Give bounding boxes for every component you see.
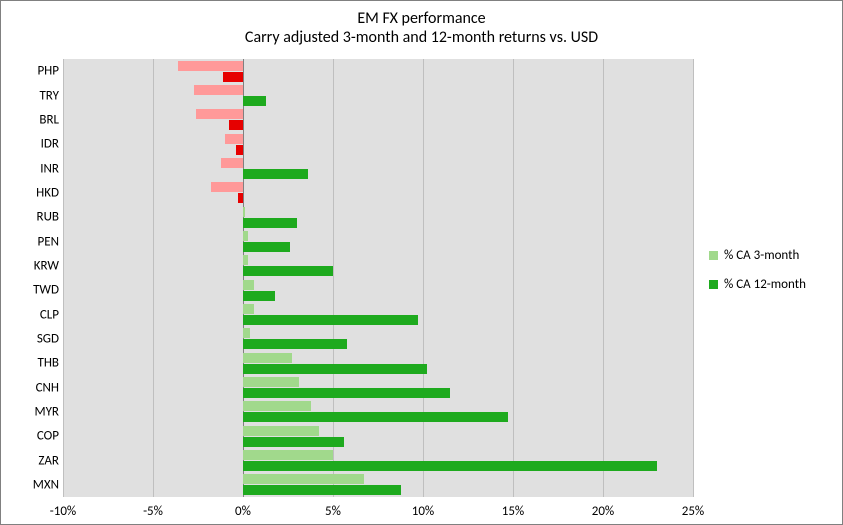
legend-swatch xyxy=(709,280,718,289)
y-tick-label: SGD xyxy=(21,331,59,346)
bar--ca-3-month xyxy=(243,474,364,484)
bar--ca-3-month xyxy=(178,61,243,71)
bar--ca-12-month xyxy=(243,412,508,422)
bar--ca-12-month xyxy=(243,437,344,447)
bar--ca-3-month xyxy=(243,207,245,217)
bar--ca-3-month xyxy=(243,450,333,460)
bar--ca-12-month xyxy=(243,291,275,301)
bar--ca-3-month xyxy=(225,134,243,144)
bar--ca-12-month xyxy=(243,266,333,276)
y-tick-label: CLP xyxy=(21,307,59,322)
gridline xyxy=(513,59,514,497)
chart-container: EM FX performance Carry adjusted 3-month… xyxy=(0,0,843,525)
bar--ca-3-month xyxy=(243,377,299,387)
y-tick-label: CNH xyxy=(21,380,59,395)
bar--ca-12-month xyxy=(243,218,297,228)
y-tick-label: COP xyxy=(21,429,59,444)
chart-title: EM FX performance Carry adjusted 3-month… xyxy=(1,9,842,47)
x-tick-label: 0% xyxy=(235,504,251,519)
legend-label: % CA 12-month xyxy=(724,277,806,292)
legend-label: % CA 3-month xyxy=(724,248,799,263)
gridline xyxy=(603,59,604,497)
bar--ca-3-month xyxy=(243,328,250,338)
bar--ca-12-month xyxy=(243,388,450,398)
y-tick-label: KRW xyxy=(21,258,59,273)
bar--ca-3-month xyxy=(196,109,243,119)
bar--ca-3-month xyxy=(243,231,248,241)
bar--ca-3-month xyxy=(243,255,248,265)
y-tick-label: ZAR xyxy=(21,453,59,468)
bar--ca-3-month xyxy=(243,426,319,436)
y-tick-label: MYR xyxy=(21,404,59,419)
gridline xyxy=(153,59,154,497)
gridline xyxy=(63,59,64,497)
y-tick-label: PEN xyxy=(21,234,59,249)
x-tick-label: 10% xyxy=(412,504,434,519)
bar--ca-3-month xyxy=(243,401,311,411)
bar--ca-3-month xyxy=(243,280,254,290)
bar--ca-12-month xyxy=(243,485,401,495)
bar--ca-12-month xyxy=(243,169,308,179)
x-tick-label: 5% xyxy=(325,504,341,519)
title-line-2: Carry adjusted 3-month and 12-month retu… xyxy=(1,28,842,47)
y-tick-label: INR xyxy=(21,161,59,176)
bar--ca-12-month xyxy=(229,120,243,130)
x-tick-label: 15% xyxy=(502,504,524,519)
y-tick-label: IDR xyxy=(21,137,59,152)
y-tick-label: TWD xyxy=(21,283,59,298)
legend-item: % CA 12-month xyxy=(709,277,806,292)
y-tick-label: RUB xyxy=(21,210,59,225)
bar--ca-12-month xyxy=(243,461,657,471)
legend: % CA 3-month % CA 12-month xyxy=(709,248,806,306)
x-tick-label: 20% xyxy=(592,504,614,519)
legend-item: % CA 3-month xyxy=(709,248,806,263)
x-tick-label: 25% xyxy=(682,504,704,519)
bar--ca-12-month xyxy=(223,72,243,82)
bar--ca-12-month xyxy=(238,193,243,203)
bar--ca-3-month xyxy=(243,304,254,314)
y-tick-label: BRL xyxy=(21,112,59,127)
y-tick-label: HKD xyxy=(21,185,59,200)
gridline xyxy=(693,59,694,497)
bar--ca-3-month xyxy=(194,85,243,95)
bar--ca-3-month xyxy=(243,353,292,363)
bar--ca-3-month xyxy=(221,158,243,168)
x-tick-label: -10% xyxy=(50,504,76,519)
y-tick-label: MXN xyxy=(21,477,59,492)
gridline xyxy=(423,59,424,497)
bar--ca-12-month xyxy=(243,242,290,252)
y-tick-label: PHP xyxy=(21,64,59,79)
bar--ca-3-month xyxy=(211,182,243,192)
bar--ca-12-month xyxy=(243,339,347,349)
gridline xyxy=(333,59,334,497)
legend-swatch xyxy=(709,251,718,260)
y-tick-label: TRY xyxy=(21,88,59,103)
bar--ca-12-month xyxy=(243,315,418,325)
bar--ca-12-month xyxy=(243,364,427,374)
bar--ca-12-month xyxy=(236,145,243,155)
x-tick-label: -5% xyxy=(143,504,163,519)
y-tick-label: THB xyxy=(21,356,59,371)
bar--ca-12-month xyxy=(243,96,266,106)
plot-area: -10%-5%0%5%10%15%20%25%PHPTRYBRLIDRINRHK… xyxy=(63,59,693,497)
title-line-1: EM FX performance xyxy=(1,9,842,28)
